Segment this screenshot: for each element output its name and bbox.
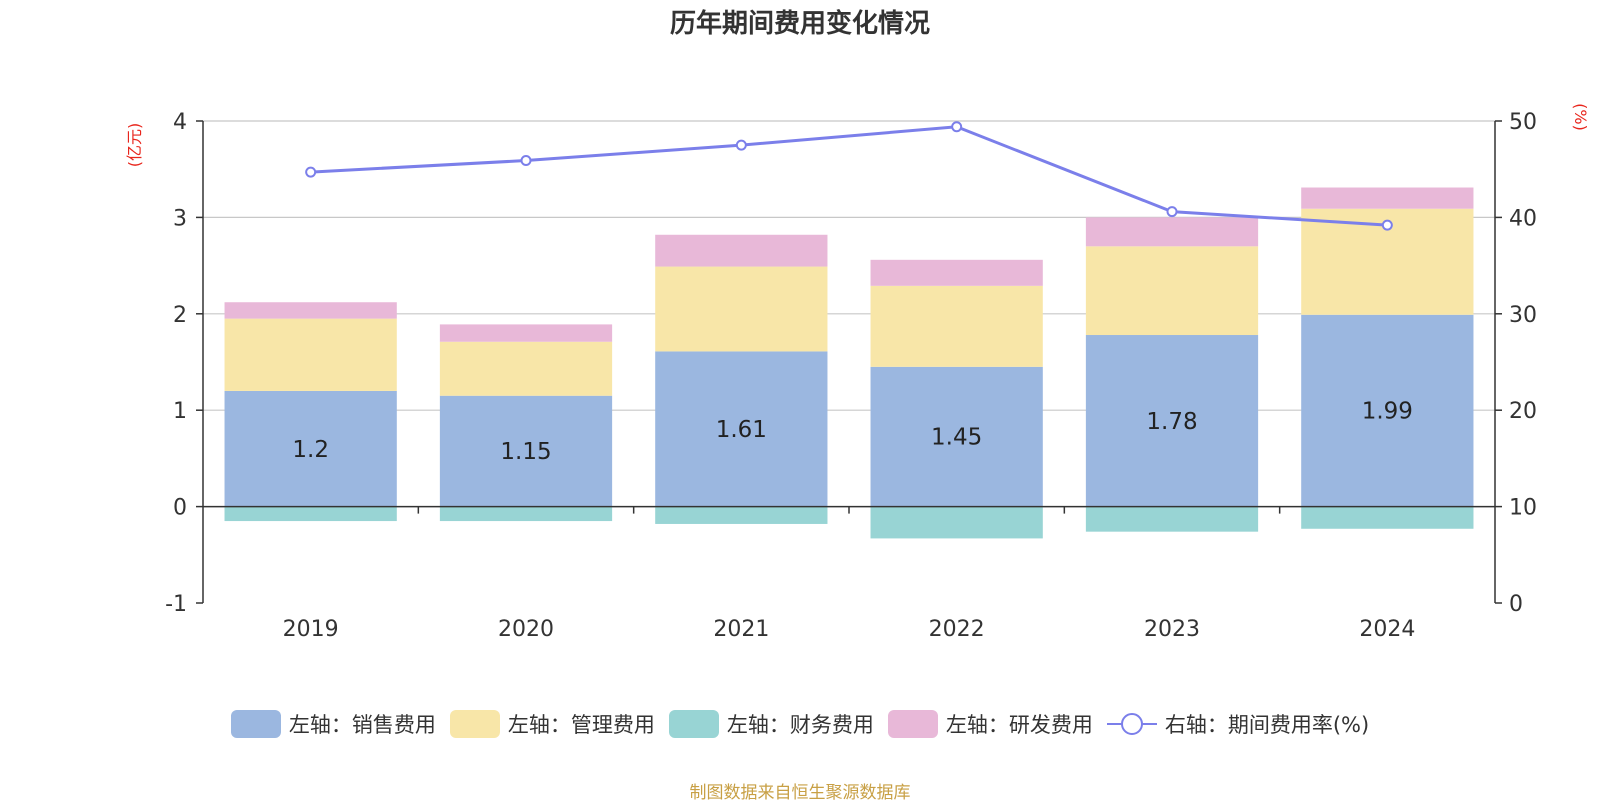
legend-item-rate[interactable]: 右轴：期间费用率(%) <box>1106 709 1370 739</box>
bar-admin-2019 <box>224 318 397 391</box>
left-tick-label: 1 <box>173 399 187 424</box>
legend-label-rnd: 左轴：研发费用 <box>945 713 1093 737</box>
right-tick-label: 40 <box>1509 206 1537 231</box>
bar-finance-2023 <box>1085 506 1259 532</box>
rate-point-2022 <box>951 121 963 133</box>
left-tick-label: -1 <box>165 592 187 617</box>
right-tick-label: 20 <box>1509 399 1537 424</box>
rate-point-2021 <box>735 139 747 151</box>
legend-swatch-rate <box>1106 710 1157 738</box>
bar-series <box>224 187 1474 539</box>
bar-finance-2021 <box>655 506 828 524</box>
rate-point-2024 <box>1381 219 1393 231</box>
chart-title: 历年期间费用变化情况 <box>670 8 930 39</box>
x-tick-label-2024: 2024 <box>1359 617 1415 642</box>
legend-swatch-finance <box>668 710 719 738</box>
bar-sales-2021 <box>655 351 828 507</box>
bar-sales-2024 <box>1301 314 1474 507</box>
x-tick-label-2020: 2020 <box>498 617 554 642</box>
left-tick-label: 4 <box>173 110 187 135</box>
legend-label-sales: 左轴：销售费用 <box>288 713 436 737</box>
legend-label-admin: 左轴：管理费用 <box>507 713 655 737</box>
bar-sales-2019 <box>224 390 397 507</box>
rate-point-2020 <box>520 155 532 167</box>
bar-rnd-2023 <box>1085 217 1259 247</box>
bar-rnd-2019 <box>224 302 397 319</box>
data-label-sales-2024: 1.99 <box>1362 399 1413 425</box>
data-label-sales-2023: 1.78 <box>1146 409 1197 435</box>
bar-finance-2019 <box>224 506 397 522</box>
rate-line-series <box>305 121 1393 231</box>
left-axis-title: (亿元) <box>125 123 144 168</box>
legend-item-sales[interactable]: 左轴：销售费用 <box>230 709 436 739</box>
x-tick-label-2022: 2022 <box>929 617 985 642</box>
legend-label-finance: 左轴：财务费用 <box>726 713 874 737</box>
legend-swatch-rnd <box>887 710 938 738</box>
bar-finance-2024 <box>1301 506 1474 529</box>
data-label-sales-2021: 1.61 <box>716 417 767 443</box>
bar-finance-2022 <box>870 506 1043 539</box>
right-tick-label: 10 <box>1509 496 1537 521</box>
rate-line <box>310 125 1388 227</box>
right-tick-label: 0 <box>1509 592 1523 617</box>
legend-item-finance[interactable]: 左轴：财务费用 <box>668 709 874 739</box>
bar-admin-2020 <box>439 341 613 396</box>
bar-finance-2020 <box>439 506 613 522</box>
rate-point-2023 <box>1166 206 1178 218</box>
bar-admin-2022 <box>870 285 1043 367</box>
left-tick-label: 2 <box>173 303 187 328</box>
legend-swatch-sales <box>230 710 281 738</box>
bar-admin-2021 <box>655 266 828 352</box>
legend-item-admin[interactable]: 左轴：管理费用 <box>449 709 655 739</box>
legend-label-rate: 右轴：期间费用率(%) <box>1164 713 1370 737</box>
bar-sales-2023 <box>1085 335 1259 507</box>
bar-sales-2022 <box>870 366 1043 507</box>
source-note: 制图数据来自恒生聚源数据库 <box>689 783 911 803</box>
left-tick-label: 3 <box>173 206 187 231</box>
bar-rnd-2024 <box>1301 187 1474 209</box>
bar-rnd-2021 <box>655 234 828 267</box>
x-tick-label-2023: 2023 <box>1144 617 1200 642</box>
right-tick-label: 30 <box>1509 303 1537 328</box>
right-tick-label: 50 <box>1509 110 1537 135</box>
legend-swatch-admin <box>449 710 500 738</box>
data-labels: 1.2 1.15 1.61 1.45 1.78 1.99 <box>292 399 1413 465</box>
bar-admin-2023 <box>1085 246 1259 336</box>
rate-point-2019 <box>305 166 317 178</box>
data-label-sales-2022: 1.45 <box>931 425 982 451</box>
right-axis-title: (%) <box>1571 103 1590 131</box>
legend-item-rnd[interactable]: 左轴：研发费用 <box>887 709 1093 739</box>
left-tick-label: 0 <box>173 496 187 521</box>
data-label-sales-2019: 1.2 <box>292 437 329 463</box>
data-label-sales-2020: 1.15 <box>500 439 551 465</box>
bar-sales-2020 <box>439 395 613 507</box>
x-tick-label-2021: 2021 <box>713 617 769 642</box>
legend: 左轴：销售费用 左轴：管理费用 左轴：财务费用 左轴：研发费用 右轴：期间费用率… <box>0 708 1600 740</box>
x-tick-label-2019: 2019 <box>283 617 339 642</box>
bar-rnd-2022 <box>870 259 1043 286</box>
bar-rnd-2020 <box>439 324 613 342</box>
